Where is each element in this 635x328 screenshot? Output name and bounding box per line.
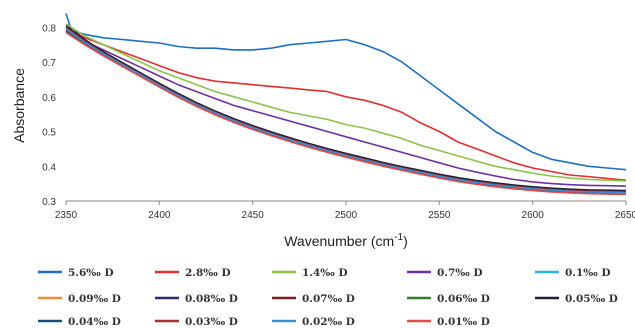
legend-label: 2.8‰ D: [185, 267, 231, 279]
y-axis-title: Absorbance: [11, 68, 27, 143]
series-line-11: [65, 30, 627, 194]
x-axis-title-superscript: -1: [394, 232, 403, 243]
x-tick-label: 2500: [335, 210, 358, 221]
y-tick-label: 0.8: [42, 23, 56, 34]
series-line-10: [65, 24, 627, 192]
legend-label: 0.04‰ D: [68, 316, 121, 328]
x-tick-label: 2650: [615, 210, 635, 221]
x-tick-label: 2450: [242, 210, 265, 221]
legend-label: 0.05‰ D: [565, 293, 618, 305]
legend: 5.6‰ D 2.8‰ D 1.4‰ D 0.7‰ D 0.1‰ D 0.09‰ D 0.0…: [38, 267, 618, 328]
x-axis-title-end: ): [403, 233, 408, 249]
legend-label: 0.02‰ D: [302, 316, 355, 328]
series-line-9: [65, 28, 627, 194]
data-series: [65, 13, 627, 196]
series-line-5: [65, 26, 627, 193]
x-tick-label: 2600: [522, 210, 545, 221]
series-line-4: [65, 30, 627, 187]
series-line-12: [65, 26, 627, 193]
y-tick-label: 0.6: [42, 93, 56, 104]
legend-label: 5.6‰ D: [68, 267, 114, 279]
legend-label: 0.08‰ D: [185, 293, 238, 305]
series-line-7: [65, 26, 627, 193]
legend-label: 0.1‰ D: [565, 267, 611, 279]
x-axis-ticks: 2350 2400 2450 2500 2550 2600 2650: [55, 201, 635, 221]
y-axis-ticks: 0.3 0.4 0.5 0.6 0.7 0.8: [42, 23, 56, 208]
series-line-6: [65, 30, 627, 194]
series-line-2: [65, 26, 627, 181]
series-line-13: [65, 28, 627, 194]
series-line-14: [65, 31, 627, 196]
legend-label: 0.03‰ D: [185, 316, 238, 328]
x-axis-title: Wavenumber (cm-1): [284, 232, 408, 249]
legend-label: 0.09‰ D: [68, 293, 121, 305]
y-tick-label: 0.4: [42, 162, 56, 173]
x-tick-label: 2350: [55, 210, 78, 221]
x-tick-label: 2400: [148, 210, 171, 221]
legend-label: 0.07‰ D: [302, 293, 355, 305]
y-tick-label: 0.3: [42, 197, 56, 208]
x-tick-label: 2550: [428, 210, 451, 221]
series-line-3: [65, 23, 627, 182]
legend-label: 0.06‰ D: [437, 293, 490, 305]
x-axis-title-main: Wavenumber (cm: [284, 233, 394, 249]
y-tick-label: 0.5: [42, 128, 56, 139]
y-tick-label: 0.7: [42, 58, 56, 69]
series-line-1: [65, 13, 627, 171]
legend-label: 0.7‰ D: [437, 267, 483, 279]
legend-label: 1.4‰ D: [302, 267, 348, 279]
legend-label: 0.01‰ D: [437, 316, 490, 328]
